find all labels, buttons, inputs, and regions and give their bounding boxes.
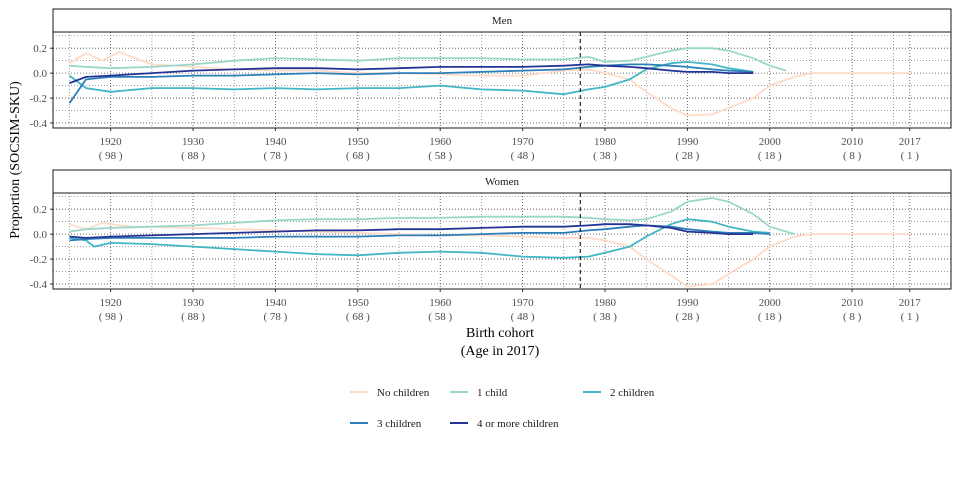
x-tick-label: 1960 [429, 136, 452, 148]
x-tick-age-label: ( 98 ) [99, 311, 123, 323]
legend-label: No children [377, 387, 430, 399]
x-tick-age-label: ( 98 ) [99, 150, 123, 162]
x-tick-age-label: ( 88 ) [181, 150, 205, 162]
x-tick-age-label: ( 48 ) [511, 150, 535, 162]
x-tick-label: 1930 [182, 136, 205, 148]
x-tick-label: 1950 [347, 297, 370, 309]
x-tick-age-label: ( 8 ) [843, 311, 862, 323]
x-tick-label: 2017 [899, 297, 922, 309]
x-tick-label: 1940 [264, 297, 287, 309]
facet-strip-label: Men [492, 15, 513, 27]
x-tick-age-label: ( 1 ) [901, 150, 920, 162]
x-tick-age-label: ( 38 ) [593, 150, 617, 162]
x-axis-subtitle: (Age in 2017) [461, 344, 540, 359]
x-tick-age-label: ( 68 ) [346, 150, 370, 162]
x-tick-age-label: ( 28 ) [675, 150, 699, 162]
x-tick-label: 1990 [676, 297, 699, 309]
y-tick-label: 0.0 [33, 68, 47, 80]
x-tick-age-label: ( 38 ) [593, 311, 617, 323]
x-tick-label: 1930 [182, 297, 205, 309]
x-tick-label: 2000 [759, 136, 782, 148]
x-tick-label: 2000 [759, 297, 782, 309]
x-tick-label: 1960 [429, 297, 452, 309]
y-tick-label: -0.2 [30, 254, 47, 266]
series-line-2-children [68, 61, 754, 96]
y-tick-label: -0.2 [30, 93, 47, 105]
x-tick-label: 1920 [100, 136, 123, 148]
x-tick-label: 2010 [841, 297, 864, 309]
panel-men: Men 0.2 0.0 -0.2 -0.4 1920 ( 98 ) 1930 ( 88 ) 194… [30, 8, 952, 162]
legend-label: 2 children [610, 387, 655, 399]
x-tick-age-label: ( 8 ) [843, 150, 862, 162]
y-axis-title: Proportion (SOCSIM-SKU) [8, 81, 23, 239]
x-tick-age-label: ( 28 ) [675, 311, 699, 323]
x-tick-age-label: ( 58 ) [428, 311, 452, 323]
x-tick-label: 1940 [264, 136, 287, 148]
legend-label: 3 children [377, 418, 422, 430]
panel-border [52, 31, 952, 129]
series-line-4-or-more-children [69, 223, 754, 239]
x-tick-label: 1980 [594, 136, 617, 148]
x-tick-age-label: ( 1 ) [901, 311, 920, 323]
x-tick-label: 2010 [841, 136, 864, 148]
x-tick-age-label: ( 18 ) [758, 150, 782, 162]
series-line-4-or-more-children [69, 63, 754, 84]
series-line-1-child [69, 47, 787, 72]
plot-background [53, 32, 951, 128]
x-tick-age-label: ( 78 ) [264, 311, 288, 323]
y-tick-label: 0.2 [33, 43, 47, 55]
legend-label: 1 child [477, 387, 508, 399]
x-tick-age-label: ( 18 ) [758, 311, 782, 323]
panel-border [52, 192, 952, 290]
legend-label: 4 or more children [477, 418, 559, 430]
series-line-1-child [69, 197, 795, 235]
series-line-3-children [68, 63, 754, 104]
x-tick-age-label: ( 58 ) [428, 150, 452, 162]
plot-background [53, 193, 951, 289]
y-tick-label: -0.4 [30, 118, 48, 130]
series-line-no-children [69, 51, 910, 117]
x-tick-age-label: ( 68 ) [346, 311, 370, 323]
series-line-2-children [69, 218, 770, 259]
x-tick-label: 1920 [100, 297, 123, 309]
x-tick-label: 1970 [512, 297, 535, 309]
panel-women: Women 0.2 0.0 -0.2 -0.4 1920 ( 98 ) 1930 ( 88 ) 1… [30, 169, 952, 323]
y-tick-label: 0.0 [33, 229, 47, 241]
x-tick-age-label: ( 78 ) [264, 150, 288, 162]
x-tick-label: 1990 [676, 136, 699, 148]
x-tick-label: 2017 [899, 136, 922, 148]
series-line-3-children [69, 224, 770, 242]
legend: No children 1 child 2 children 3 children 4 … [350, 387, 655, 430]
facet-strip-label: Women [485, 176, 519, 188]
x-tick-label: 1950 [347, 136, 370, 148]
y-tick-label: 0.2 [33, 204, 47, 216]
x-tick-age-label: ( 88 ) [181, 311, 205, 323]
x-tick-label: 1970 [512, 136, 535, 148]
y-tick-label: -0.4 [30, 279, 48, 291]
x-tick-age-label: ( 48 ) [511, 311, 535, 323]
x-tick-label: 1980 [594, 297, 617, 309]
x-axis-title: Birth cohort [466, 326, 534, 341]
